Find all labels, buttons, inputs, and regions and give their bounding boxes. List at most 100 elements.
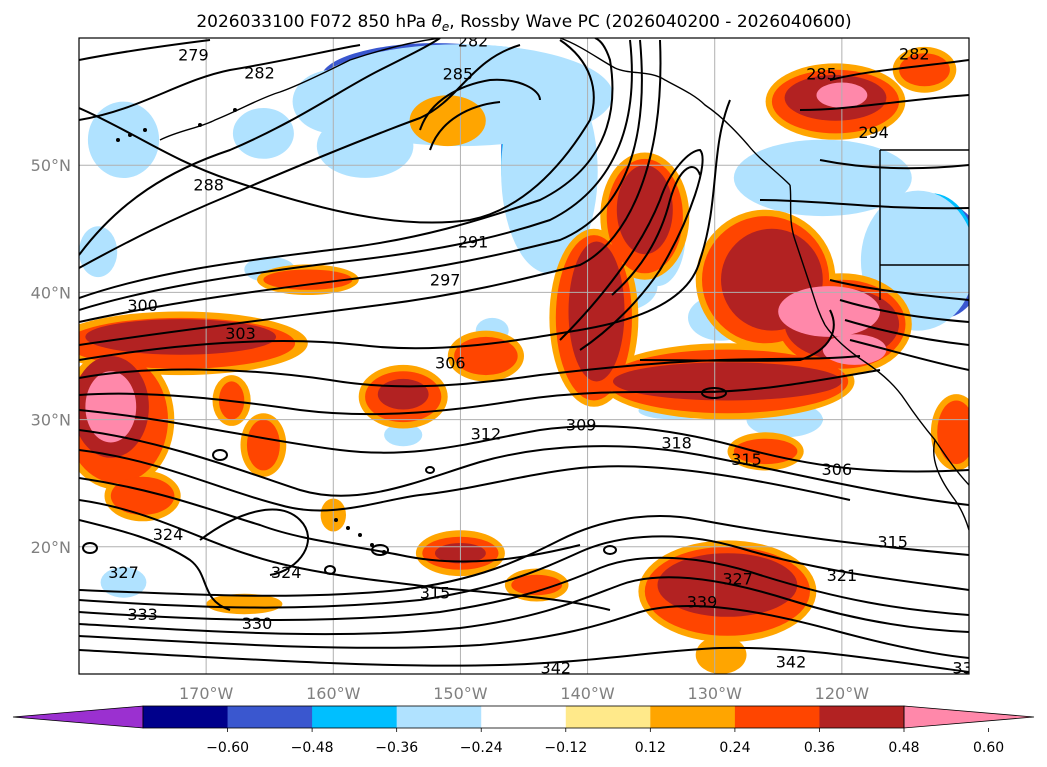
contour-label: 339 <box>687 593 718 612</box>
island-marker <box>346 526 350 530</box>
closed-contour <box>324 565 336 575</box>
longitude-label: 140°W <box>560 684 615 703</box>
theta-e-contours <box>79 38 969 673</box>
closed-contour <box>212 449 228 461</box>
contour-line <box>79 429 969 506</box>
contour-line <box>79 605 969 659</box>
longitude-label: 120°W <box>815 684 870 703</box>
contour-line <box>79 409 969 473</box>
shading-blob <box>733 139 912 217</box>
contour-label: 288 <box>193 175 224 194</box>
contour-line <box>79 576 969 636</box>
contour-label: 342 <box>541 659 572 678</box>
contour-line <box>829 279 969 301</box>
graticule <box>79 38 969 674</box>
colorbar-tick-label: −0.24 <box>460 740 503 756</box>
contour-label: 333 <box>127 605 158 624</box>
shading-blob <box>568 241 625 382</box>
contour-label: 324 <box>153 525 184 544</box>
shading-blob <box>778 286 880 337</box>
contour-label: 300 <box>127 296 158 315</box>
contour-label: 297 <box>430 271 461 290</box>
colorbar-tick-label: 0.48 <box>888 740 919 756</box>
shading-blob <box>85 371 137 443</box>
shading-blob <box>79 226 118 278</box>
shading-blob <box>263 269 353 290</box>
longitude-label: 160°W <box>306 684 361 703</box>
shading-blob <box>384 423 423 447</box>
contour-line <box>639 309 835 362</box>
contour-line <box>79 556 969 621</box>
contour-line <box>79 369 881 416</box>
island-marker <box>116 138 120 142</box>
shading-blob <box>899 53 950 87</box>
longitude-labels: 170°W 160°W 150°W 140°W 130°W 120°W <box>179 684 869 703</box>
shading-blob <box>409 95 486 147</box>
contour-label: 309 <box>566 416 597 435</box>
island-marker <box>370 543 374 547</box>
colorbar-segment <box>734 706 820 728</box>
colorbar-segment <box>819 706 905 728</box>
contour-label: 285 <box>443 65 474 84</box>
shading-blob <box>511 574 563 596</box>
closed-contour <box>603 545 617 555</box>
contour-line <box>839 299 969 323</box>
colorbar-tick-label: 0.60 <box>973 740 1004 756</box>
contour-label: 291 <box>458 233 489 252</box>
contour-line <box>559 148 704 351</box>
shading-blob <box>100 567 147 598</box>
contour-line <box>844 319 969 346</box>
shading-blob <box>937 400 969 465</box>
contour-line <box>79 535 969 609</box>
colorbar-extend-low <box>12 705 144 729</box>
colorbar-tick-label: 0.24 <box>719 740 750 756</box>
figure-title: 2026033100 F072 850 hPa θe, Rossby Wave … <box>196 12 851 34</box>
contour-label: 324 <box>271 563 302 582</box>
shading-blob <box>85 319 277 355</box>
island-marker <box>128 133 132 137</box>
contour-line <box>79 44 361 121</box>
contour-label: 306 <box>435 353 466 372</box>
contour-label: 327 <box>722 570 753 589</box>
contour-label: 321 <box>827 566 858 585</box>
contour-line <box>79 39 595 224</box>
contour-label: 294 <box>858 123 889 142</box>
colorbar-tick-label: −0.60 <box>206 740 249 756</box>
contour-line <box>799 94 969 111</box>
colorbar-segment <box>650 706 736 728</box>
island-marker <box>233 108 237 112</box>
contour-label: 282 <box>458 32 489 51</box>
contour-label: 315 <box>420 584 451 603</box>
contour-line <box>79 39 633 311</box>
contour-label: 282 <box>244 63 275 82</box>
contour-line <box>79 646 969 673</box>
latitude-label: 20°N <box>31 538 71 557</box>
contour-label: 33 <box>952 659 972 678</box>
contour-line <box>429 101 501 151</box>
latitude-label: 30°N <box>31 411 71 430</box>
contour-line <box>79 99 731 361</box>
latitude-labels: 50°N 40°N 30°N 20°N <box>31 156 71 557</box>
colorbar-segment <box>227 706 313 728</box>
colorbar-segment <box>396 706 482 728</box>
contour-line <box>819 159 969 170</box>
colorbar-outline <box>142 705 905 729</box>
colorbar-segment <box>481 706 567 728</box>
island-marker <box>143 128 147 132</box>
contour-label: 306 <box>822 460 853 479</box>
shading-blob <box>657 553 798 617</box>
contour-line <box>199 508 310 576</box>
contour-line <box>849 339 969 371</box>
coastline-segment <box>159 38 441 141</box>
contour-line <box>79 519 231 611</box>
island-marker <box>382 550 386 554</box>
contour-line <box>829 59 969 81</box>
coastline-segment <box>559 38 791 186</box>
contour-line <box>759 199 969 210</box>
colorbar-tick-label: 0.36 <box>804 740 835 756</box>
colorbar-extend-high <box>903 705 1035 729</box>
contour-line <box>79 499 611 611</box>
map-area: 279 282 282 285 282 285 294 288 291 297 300 303 306 3… <box>79 32 972 678</box>
colorbar: −0.60 −0.48 −0.36 −0.24 −0.12 0.12 0.24 0.36 0.4… <box>12 705 1035 756</box>
